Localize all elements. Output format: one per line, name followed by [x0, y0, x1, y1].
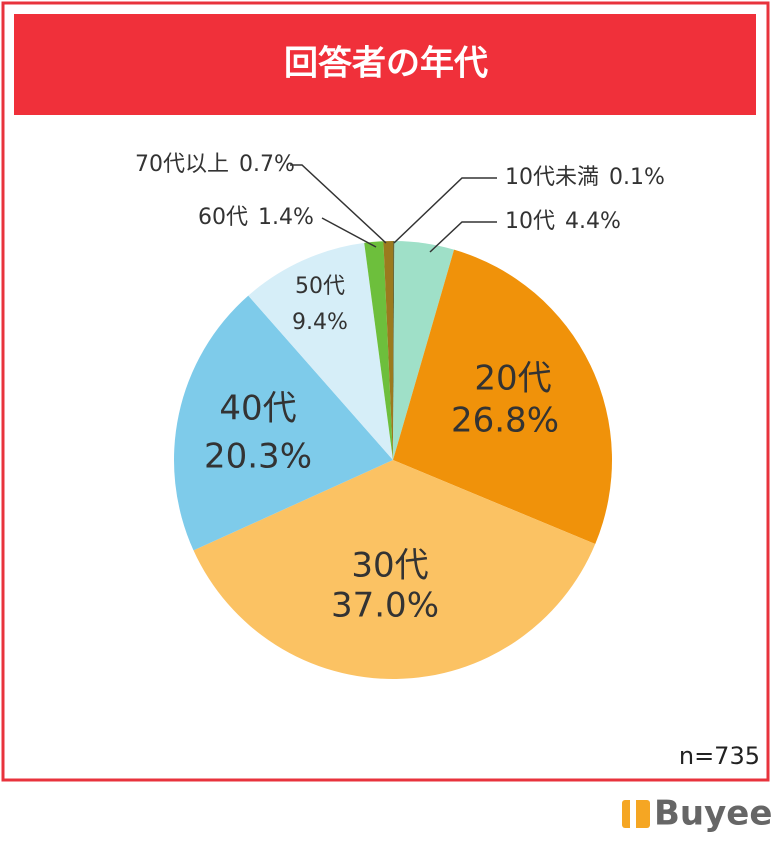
category-label: 60代: [198, 205, 248, 230]
chart-title: 回答者の年代: [284, 44, 488, 84]
value-label: 9.4%: [292, 310, 348, 335]
pie-slice: [383, 241, 393, 460]
category-label: 70代以上: [135, 152, 229, 177]
value-label: 26.8%: [451, 401, 559, 441]
category-label: 30代: [351, 546, 428, 586]
pie-slice: [193, 460, 596, 679]
pie-slice: [393, 241, 455, 460]
logo-text: Buyee: [654, 794, 772, 834]
leader-line: [393, 177, 497, 244]
title-bar: [14, 14, 756, 115]
value-label: 0.7%: [239, 152, 295, 177]
pie-slice: [364, 241, 393, 460]
sample-size: n=735: [679, 742, 760, 770]
category-label: 50代: [295, 274, 345, 299]
pie-slice: [393, 241, 395, 460]
pie-slice: [174, 295, 393, 551]
leader-line: [429, 221, 497, 253]
category-label: 10代: [505, 209, 555, 234]
leader-line: [290, 164, 387, 244]
value-label: 37.0%: [331, 586, 439, 626]
leader-line: [321, 217, 377, 248]
value-label: 20.3%: [204, 437, 312, 477]
category-label: 20代: [474, 359, 551, 399]
value-label: 4.4%: [565, 209, 621, 234]
pie-slice: [393, 249, 612, 545]
pie-slice: [248, 242, 393, 460]
value-label: 1.4%: [258, 205, 314, 230]
logo: Buyee: [622, 794, 772, 834]
category-label: 40代: [219, 389, 296, 429]
logo-icon-stripe: [630, 800, 636, 828]
value-label: 0.1%: [609, 165, 665, 190]
category-label: 10代未満: [505, 165, 599, 190]
